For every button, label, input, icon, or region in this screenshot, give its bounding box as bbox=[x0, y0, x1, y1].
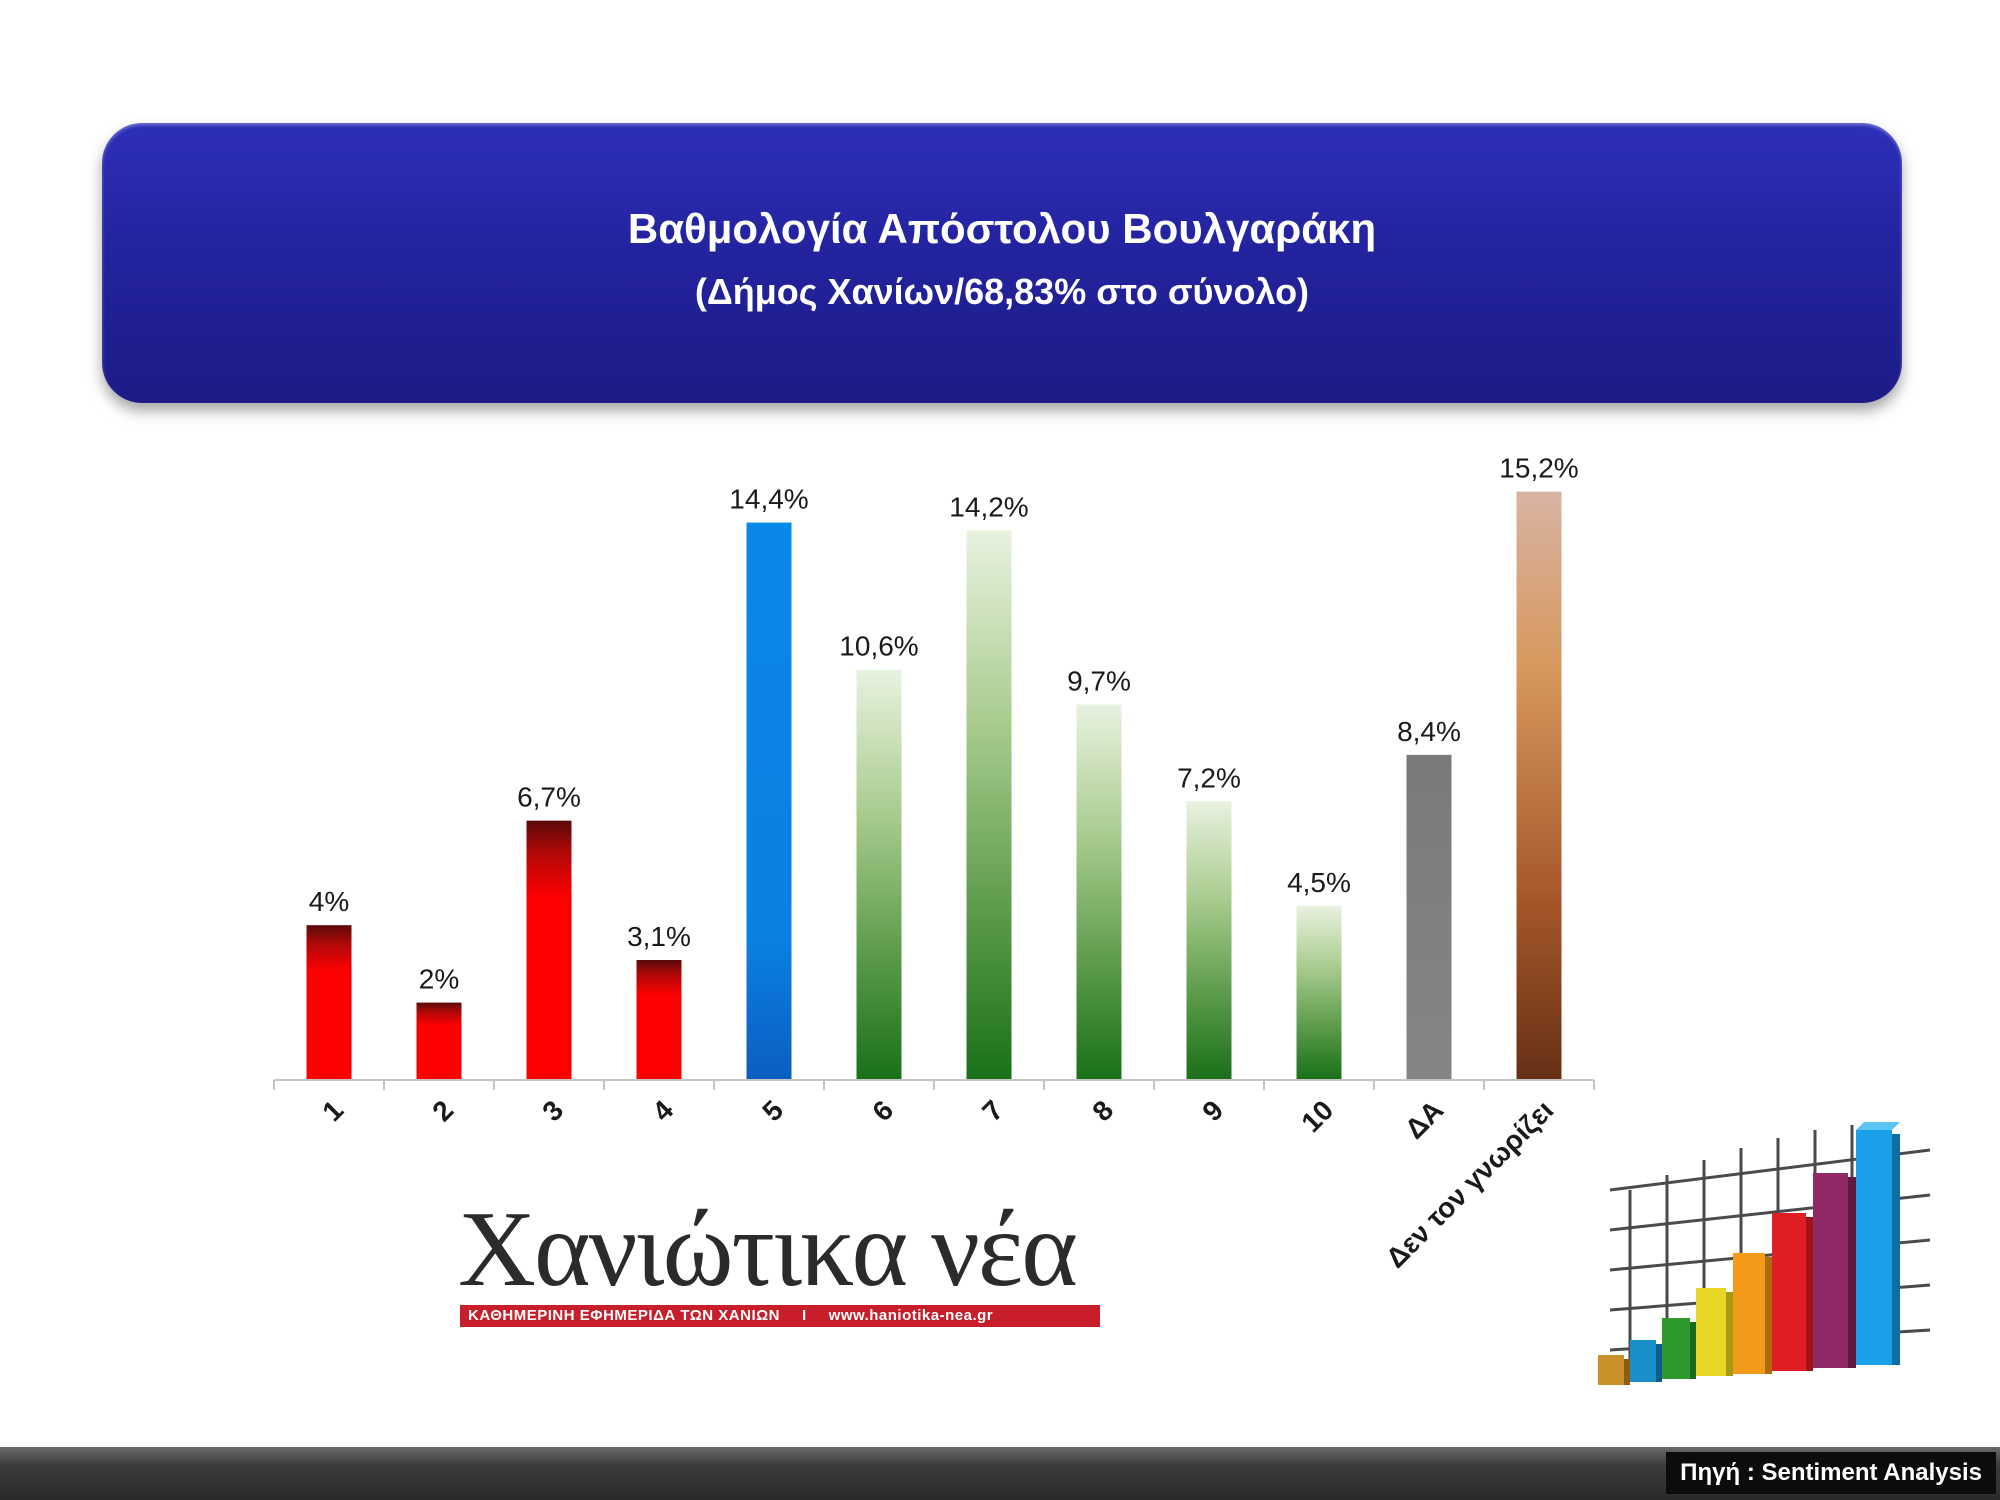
data-label-11: 8,4% bbox=[1397, 716, 1461, 747]
bar-10 bbox=[1296, 905, 1342, 1080]
bar-3 bbox=[526, 820, 572, 1080]
3d-bar-chart-icon bbox=[1598, 1122, 1931, 1385]
bar-11 bbox=[1406, 754, 1452, 1080]
category-label-11: ΔΑ bbox=[1399, 1094, 1449, 1144]
category-label-3: 3 bbox=[536, 1094, 569, 1127]
data-label-8: 9,7% bbox=[1067, 666, 1131, 697]
bar-8 bbox=[1076, 704, 1122, 1080]
bar-6 bbox=[856, 669, 902, 1080]
chart-title: Βαθμολογία Απόστολου Βουλγαράκη bbox=[627, 205, 1377, 252]
bar-9 bbox=[1186, 801, 1232, 1080]
bar-7 bbox=[966, 530, 1012, 1080]
category-label-5: 5 bbox=[756, 1094, 789, 1127]
newspaper-logo: Χανιώτικα νέα ΚΑΘΗΜΕΡΙΝΗ ΕΦΗΜΕΡΙΔΑ ΤΩΝ Χ… bbox=[458, 1195, 1100, 1330]
title-banner: Βαθμολογία Απόστολου Βουλγαράκη (Δήμος Χ… bbox=[102, 123, 1902, 403]
category-label-2: 2 bbox=[426, 1094, 459, 1127]
category-label-6: 6 bbox=[866, 1094, 899, 1127]
bar-5 bbox=[746, 522, 792, 1080]
data-label-3: 6,7% bbox=[517, 782, 581, 813]
bar-chart: 4% 1 2% 2 6,7% 3 3,1% 4 14,4% 5 10,6% 6 14,2% 7 9,7% 8 7… bbox=[273, 453, 1595, 1274]
category-label-10: 10 bbox=[1295, 1094, 1339, 1138]
category-label-8: 8 bbox=[1086, 1094, 1119, 1127]
bar-1 bbox=[306, 925, 352, 1080]
data-label-7: 14,2% bbox=[949, 491, 1028, 522]
logo-separator: I bbox=[801, 1307, 807, 1324]
data-label-5: 14,4% bbox=[729, 484, 808, 515]
data-label-2: 2% bbox=[419, 964, 459, 995]
logo-tagline: ΚΑΘΗΜΕΡΙΝΗ ΕΦΗΜΕΡΙΔΑ ΤΩΝ ΧΑΝΙΩΝ bbox=[468, 1307, 780, 1324]
logo-wordmark: Χανιώτικα νέα bbox=[458, 1190, 1078, 1309]
bar-2 bbox=[416, 1002, 462, 1080]
logo-url: www.haniotika-nea.gr bbox=[828, 1307, 994, 1324]
data-label-10: 4,5% bbox=[1287, 867, 1351, 898]
source-label: Πηγή : Sentiment Analysis bbox=[1666, 1452, 1996, 1494]
category-label-1: 1 bbox=[316, 1094, 349, 1127]
category-label-7: 7 bbox=[976, 1094, 1009, 1127]
data-label-4: 3,1% bbox=[627, 921, 691, 952]
bar-12 bbox=[1516, 491, 1562, 1080]
category-label-9: 9 bbox=[1196, 1094, 1229, 1127]
data-label-12: 15,2% bbox=[1499, 453, 1578, 484]
bar-4 bbox=[636, 960, 682, 1080]
data-label-9: 7,2% bbox=[1177, 762, 1241, 793]
chart-subtitle: (Δήμος Χανίων/68,83% στο σύνολο) bbox=[694, 271, 1310, 312]
data-label-6: 10,6% bbox=[839, 631, 918, 662]
category-label-4: 4 bbox=[646, 1094, 679, 1127]
data-label-1: 4% bbox=[309, 886, 349, 917]
